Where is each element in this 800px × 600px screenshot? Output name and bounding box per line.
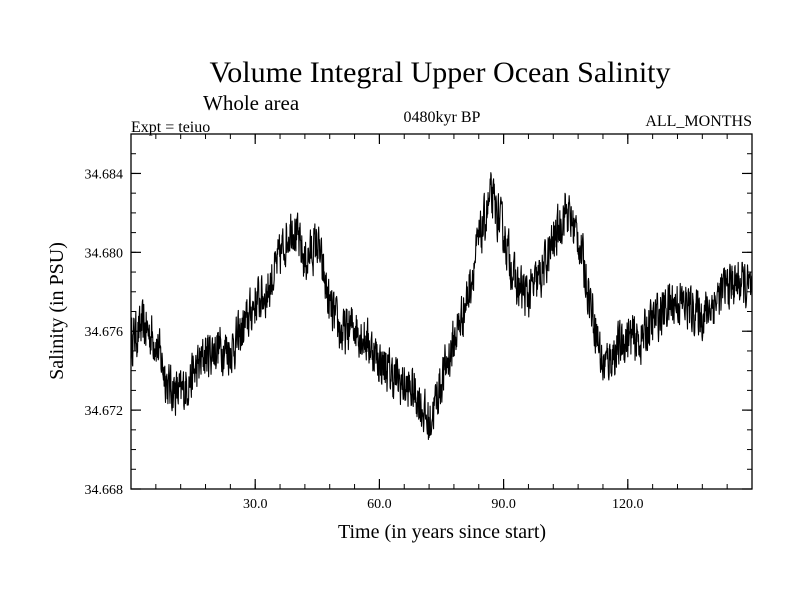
x-tick-label: 90.0 [491, 497, 516, 512]
months-label: ALL_MONTHS [645, 113, 752, 130]
x-tick-label: 120.0 [612, 497, 644, 512]
y-tick-label: 34.680 [85, 246, 124, 261]
y-tick-label: 34.684 [85, 167, 124, 182]
chart-title: Volume Integral Upper Ocean Salinity [210, 56, 671, 89]
experiment-label: Expt = teiuo [131, 119, 210, 136]
period-label: 0480kyr BP [404, 109, 481, 126]
series-line-salinity [130, 172, 753, 441]
x-axis-label: Time (in years since start) [338, 521, 546, 543]
y-tick-label: 34.676 [85, 325, 124, 340]
y-tick-label: 34.668 [85, 483, 124, 498]
x-tick-label: 60.0 [367, 497, 392, 512]
y-axis-label: Salinity (in PSU) [46, 242, 68, 380]
plot-frame [130, 133, 753, 490]
y-tick-label: 34.672 [85, 404, 124, 419]
x-tick-label: 30.0 [243, 497, 268, 512]
chart-subtitle: Whole area [203, 91, 300, 115]
